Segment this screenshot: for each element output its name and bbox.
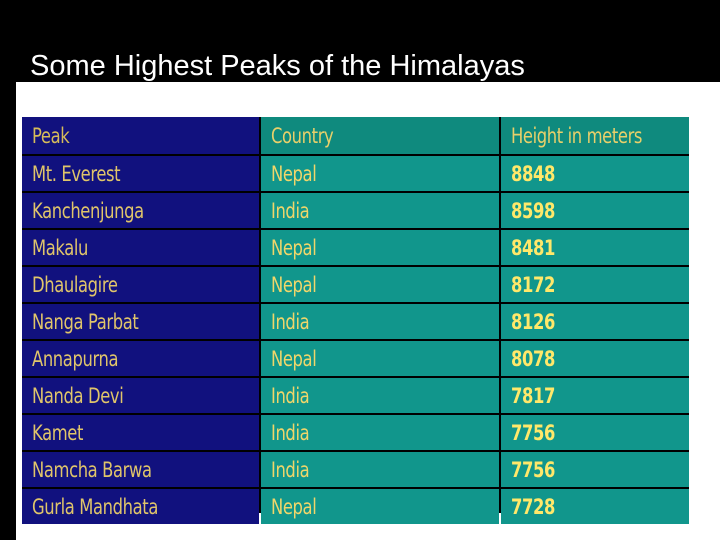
peaks-table: Peak Country Height in meters Mt. Everes… xyxy=(22,117,689,524)
cell-peak: Mt. Everest xyxy=(22,156,259,191)
table-row: Kamet India 7756 xyxy=(22,415,689,450)
cell-peak: Annapurna xyxy=(22,341,259,376)
cell-peak: Nanda Devi xyxy=(22,378,259,413)
header-peak: Peak xyxy=(22,117,259,154)
cell-height: 7756 xyxy=(501,415,689,450)
cell-country: Nepal xyxy=(261,267,499,302)
cell-height: 8481 xyxy=(501,230,689,265)
table-header-row: Peak Country Height in meters xyxy=(22,117,689,154)
table-row: Kanchenjunga India 8598 xyxy=(22,193,689,228)
header-height: Height in meters xyxy=(501,117,689,154)
table-row: Nanda Devi India 7817 xyxy=(22,378,689,413)
cell-country: Nepal xyxy=(261,156,499,191)
cell-peak: Gurla Mandhata xyxy=(22,489,259,524)
cell-height: 7756 xyxy=(501,452,689,487)
table-row: Annapurna Nepal 8078 xyxy=(22,341,689,376)
content-panel: Peak Country Height in meters Mt. Everes… xyxy=(16,82,720,540)
table-row: Mt. Everest Nepal 8848 xyxy=(22,156,689,191)
cell-height: 8848 xyxy=(501,156,689,191)
cell-country: India xyxy=(261,378,499,413)
table-row: Namcha Barwa India 7756 xyxy=(22,452,689,487)
header-country: Country xyxy=(261,117,499,154)
cell-height: 7728 xyxy=(501,489,689,524)
table-row: Makalu Nepal 8481 xyxy=(22,230,689,265)
table-row: Dhaulagire Nepal 8172 xyxy=(22,267,689,302)
cell-peak: Makalu xyxy=(22,230,259,265)
cell-peak: Namcha Barwa xyxy=(22,452,259,487)
cell-height: 8172 xyxy=(501,267,689,302)
cell-peak: Kanchenjunga xyxy=(22,193,259,228)
cell-height: 8126 xyxy=(501,304,689,339)
cell-country: Nepal xyxy=(261,341,499,376)
cell-height: 8598 xyxy=(501,193,689,228)
cell-height: 8078 xyxy=(501,341,689,376)
table-row: Gurla Mandhata Nepal 7728 xyxy=(22,489,689,524)
cell-peak: Nanga Parbat xyxy=(22,304,259,339)
cell-country: India xyxy=(261,193,499,228)
cell-country: Nepal xyxy=(261,230,499,265)
cell-country: Nepal xyxy=(261,489,499,524)
cell-peak: Dhaulagire xyxy=(22,267,259,302)
table-row: Nanga Parbat India 8126 xyxy=(22,304,689,339)
cell-country: India xyxy=(261,304,499,339)
slide-title: Some Highest Peaks of the Himalayas xyxy=(30,50,525,82)
cell-peak: Kamet xyxy=(22,415,259,450)
cell-country: India xyxy=(261,415,499,450)
cell-country: India xyxy=(261,452,499,487)
cell-height: 7817 xyxy=(501,378,689,413)
